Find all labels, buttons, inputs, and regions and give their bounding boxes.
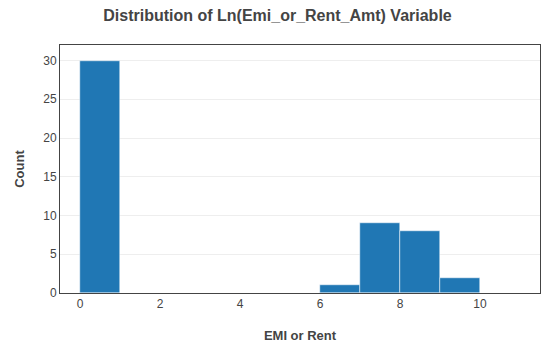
svg-text:30: 30 bbox=[43, 54, 57, 68]
svg-text:20: 20 bbox=[43, 131, 57, 145]
svg-text:Distribution of Ln(Emi_or_Rent: Distribution of Ln(Emi_or_Rent_Amt) Vari… bbox=[103, 7, 452, 24]
svg-text:25: 25 bbox=[43, 92, 57, 106]
svg-text:10: 10 bbox=[43, 209, 57, 223]
svg-text:Count: Count bbox=[12, 150, 27, 188]
svg-text:4: 4 bbox=[237, 297, 244, 311]
svg-text:2: 2 bbox=[157, 297, 164, 311]
svg-text:15: 15 bbox=[43, 170, 57, 184]
svg-text:0: 0 bbox=[50, 286, 57, 300]
svg-text:10: 10 bbox=[473, 297, 487, 311]
svg-text:0: 0 bbox=[77, 297, 84, 311]
svg-text:6: 6 bbox=[317, 297, 324, 311]
svg-text:8: 8 bbox=[397, 297, 404, 311]
svg-text:EMI or Rent: EMI or Rent bbox=[264, 328, 337, 343]
svg-text:5: 5 bbox=[50, 247, 57, 261]
